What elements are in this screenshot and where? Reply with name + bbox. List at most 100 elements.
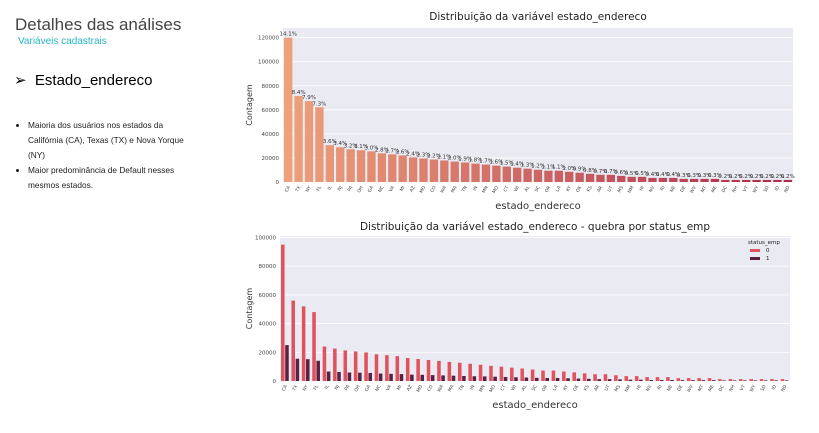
bar [440, 160, 449, 182]
bar [614, 375, 618, 381]
bar [306, 359, 310, 381]
bar [575, 172, 584, 182]
legend-title: status_emp [748, 240, 780, 246]
value-label: 2.6% [396, 149, 410, 155]
x-tick-label: MD [415, 384, 424, 394]
bar [358, 372, 362, 381]
bar [710, 178, 720, 182]
chart-title: Distribuição da variável estado_endereco [429, 11, 647, 23]
section-heading: ➢ Estado_endereco [14, 72, 153, 89]
bar [367, 151, 376, 182]
value-label: 0.2% [770, 174, 784, 180]
bar [499, 366, 504, 381]
bar [711, 380, 716, 381]
bar [316, 360, 320, 381]
value-label: 0.3% [708, 173, 722, 179]
value-label: 2.0% [448, 156, 462, 162]
x-tick-label: NY [301, 384, 309, 393]
bar [325, 145, 334, 182]
x-axis-label: estado_endereco [492, 400, 578, 410]
bar [639, 379, 643, 381]
x-tick-label: CA [284, 184, 293, 193]
x-tick-label: OK [575, 184, 584, 194]
value-label: 1.1% [552, 165, 566, 171]
x-tick-label: HI [638, 185, 646, 192]
value-label: 0.3% [687, 173, 701, 179]
bar [697, 378, 701, 381]
x-tick-label: IN [472, 185, 480, 192]
x-tick-label: MI [396, 384, 404, 392]
y-tick-label: 0 [276, 180, 280, 186]
value-label: 1.4% [510, 162, 524, 168]
x-tick-label: TN [460, 185, 469, 194]
x-tick-label: CA [281, 383, 290, 392]
x-tick-label: NE [669, 185, 677, 194]
y-tick-label: 40000 [262, 132, 280, 138]
x-tick-label: KS [583, 384, 591, 392]
bar [658, 177, 668, 182]
bar [481, 164, 491, 182]
x-tick-label: MS [613, 384, 622, 393]
bar [368, 372, 373, 381]
legend-swatch [750, 257, 760, 260]
y-tick-label: 100000 [258, 60, 279, 66]
bar [753, 380, 758, 381]
x-tick-label: OK [572, 383, 581, 393]
bar [482, 376, 487, 381]
x-tick-label: OR [541, 384, 550, 393]
bar [541, 370, 545, 381]
value-label: 7.3% [312, 101, 326, 107]
bar [315, 107, 324, 182]
bar [524, 377, 529, 381]
bar [618, 379, 622, 381]
bar [659, 379, 664, 381]
x-tick-label: MT [697, 384, 706, 393]
value-label: 1.9% [458, 157, 472, 163]
value-label: 0.2% [729, 174, 743, 180]
x-tick-label: PA [346, 184, 354, 193]
bar [739, 379, 743, 381]
bar [326, 371, 331, 381]
y-tick-label: 0 [273, 379, 277, 385]
y-tick-label: 100000 [255, 235, 276, 241]
value-label: 1.0% [562, 166, 576, 172]
value-label: 3.4% [333, 141, 347, 147]
bar [468, 363, 472, 381]
value-label: 0.3% [677, 173, 691, 179]
x-tick-label: CT [502, 185, 510, 193]
x-tick-label: SD [762, 185, 771, 194]
bullet-list: Maioria dos usuários nos estados da Cali… [14, 118, 198, 193]
bar [774, 380, 778, 381]
x-tick-label: VA [385, 383, 394, 392]
x-tick-label: WA [439, 184, 448, 194]
bar [648, 177, 657, 182]
bar [530, 369, 535, 381]
x-tick-label: SC [531, 384, 539, 392]
value-label: 0.7% [593, 169, 607, 175]
bar [285, 345, 289, 381]
bar [627, 176, 636, 182]
x-tick-label: MS [616, 185, 625, 194]
value-label: 3.2% [344, 143, 358, 149]
x-tick-label: HI [635, 384, 643, 391]
bar [551, 370, 556, 381]
bar [312, 312, 316, 381]
x-tick-label: MO [488, 384, 497, 394]
bar [388, 154, 397, 182]
bar [336, 147, 345, 182]
bar [634, 376, 639, 381]
bar [624, 376, 629, 381]
x-tick-label: RI [659, 185, 666, 192]
x-tick-label: TX [294, 185, 303, 194]
bullet: Maioria dos usuários nos estados da Cali… [28, 118, 198, 163]
bar [441, 375, 445, 381]
x-tick-label: KY [562, 384, 570, 392]
x-tick-label: MT [700, 185, 709, 194]
value-label: 1.1% [541, 165, 555, 171]
value-label: 0.4% [666, 172, 680, 178]
bar [554, 170, 563, 182]
bar [301, 306, 306, 381]
bar [430, 375, 435, 381]
bar [510, 367, 514, 381]
